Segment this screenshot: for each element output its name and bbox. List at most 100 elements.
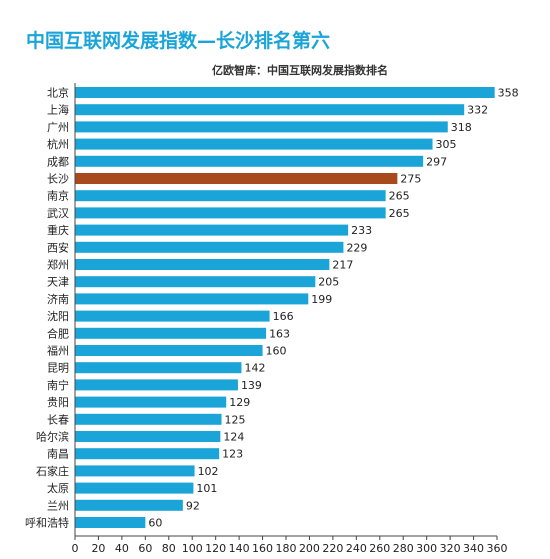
- bar: [75, 121, 448, 133]
- category-label: 兰州: [47, 499, 69, 512]
- category-label: 昆明: [47, 362, 69, 375]
- bar: [75, 155, 424, 167]
- x-tick-label: 280: [393, 542, 414, 555]
- category-label: 长春: [47, 413, 69, 426]
- bar: [75, 224, 349, 236]
- bar: [75, 413, 222, 425]
- data-label: 166: [273, 310, 294, 323]
- x-tick-label: 260: [369, 542, 390, 555]
- bar: [75, 190, 386, 202]
- data-label: 233: [351, 224, 372, 237]
- x-tick-label: 20: [91, 542, 105, 555]
- data-label: 205: [318, 276, 339, 289]
- category-label: 哈尔滨: [36, 430, 69, 444]
- category-label: 呼和浩特: [25, 516, 69, 530]
- category-label: 石家庄: [36, 464, 69, 478]
- x-tick-label: 180: [276, 542, 297, 555]
- x-tick-label: 360: [487, 542, 508, 555]
- data-label: 358: [498, 87, 519, 100]
- data-label: 160: [266, 345, 287, 358]
- x-tick-label: 140: [229, 542, 250, 555]
- category-label: 福州: [47, 344, 69, 358]
- category-label: 太原: [47, 482, 69, 495]
- data-label: 125: [225, 413, 246, 426]
- x-tick-label: 160: [252, 542, 273, 555]
- category-label: 长沙: [47, 173, 69, 186]
- category-label: 贵阳: [47, 396, 69, 409]
- category-label: 广州: [47, 121, 69, 134]
- bar: [75, 362, 242, 374]
- data-label: 60: [148, 517, 162, 530]
- chart-subtitle: 亿欧智库：中国互联网发展指数排名: [212, 64, 388, 77]
- category-label: 郑州: [47, 258, 69, 272]
- bar: [75, 293, 309, 305]
- bar: [75, 241, 344, 253]
- bar: [75, 431, 221, 442]
- category-label: 上海: [47, 103, 69, 117]
- data-label: 305: [436, 138, 457, 151]
- data-label: 129: [229, 396, 250, 409]
- category-label: 南宁: [47, 378, 69, 392]
- data-label: 199: [311, 293, 332, 306]
- data-label: 139: [241, 379, 262, 392]
- data-label: 102: [198, 465, 219, 478]
- bar: [75, 517, 146, 528]
- x-tick-label: 200: [299, 542, 320, 555]
- x-tick-label: 100: [182, 542, 203, 555]
- data-label: 265: [389, 190, 410, 203]
- x-tick-label: 340: [463, 542, 484, 555]
- x-tick-label: 320: [440, 542, 461, 555]
- category-label: 西安: [47, 240, 69, 254]
- bar: [75, 499, 183, 511]
- bar: [75, 379, 238, 391]
- data-label: 142: [244, 362, 265, 375]
- bar: [75, 482, 194, 494]
- category-label: 南昌: [47, 448, 69, 461]
- data-label: 275: [400, 173, 421, 186]
- data-label: 332: [467, 104, 488, 117]
- data-label: 265: [389, 207, 410, 220]
- bar: [75, 327, 267, 339]
- data-label: 163: [269, 327, 290, 340]
- x-tick-label: 220: [322, 542, 343, 555]
- bar: [75, 396, 227, 408]
- x-tick-label: 80: [162, 542, 176, 555]
- x-tick-label: 120: [205, 542, 226, 555]
- bar: [75, 276, 316, 288]
- category-label: 南京: [47, 189, 69, 203]
- data-label: 229: [346, 241, 367, 254]
- x-tick-label: 40: [115, 542, 129, 555]
- bar: [75, 345, 263, 356]
- x-tick-label: 240: [346, 542, 367, 555]
- bar: [75, 87, 495, 98]
- data-label: 318: [451, 121, 472, 134]
- bar: [75, 310, 270, 322]
- category-label: 重庆: [47, 223, 69, 237]
- bar: [75, 448, 220, 460]
- x-tick-label: 0: [72, 542, 79, 555]
- bar: [75, 138, 433, 150]
- category-label: 天津: [47, 276, 69, 289]
- x-tick-label: 60: [138, 542, 152, 555]
- bar: [75, 207, 386, 219]
- category-label: 济南: [47, 292, 69, 306]
- category-label: 成都: [47, 155, 69, 168]
- category-label: 合肥: [47, 326, 69, 340]
- data-label: 217: [332, 259, 353, 272]
- data-label: 123: [222, 448, 243, 461]
- data-label: 124: [223, 431, 244, 444]
- page-title: 中国互联网发展指数—长沙排名第六: [26, 30, 331, 52]
- x-tick-label: 300: [416, 542, 437, 555]
- bar: [75, 259, 330, 270]
- category-label: 北京: [47, 86, 69, 100]
- bar: [75, 465, 195, 477]
- category-label: 武汉: [47, 207, 69, 220]
- bar: [75, 104, 465, 116]
- category-label: 杭州: [47, 137, 69, 151]
- bar: [75, 173, 398, 184]
- data-label: 101: [196, 482, 217, 495]
- data-label: 297: [426, 155, 447, 168]
- data-label: 92: [186, 499, 200, 512]
- category-label: 沈阳: [47, 309, 69, 323]
